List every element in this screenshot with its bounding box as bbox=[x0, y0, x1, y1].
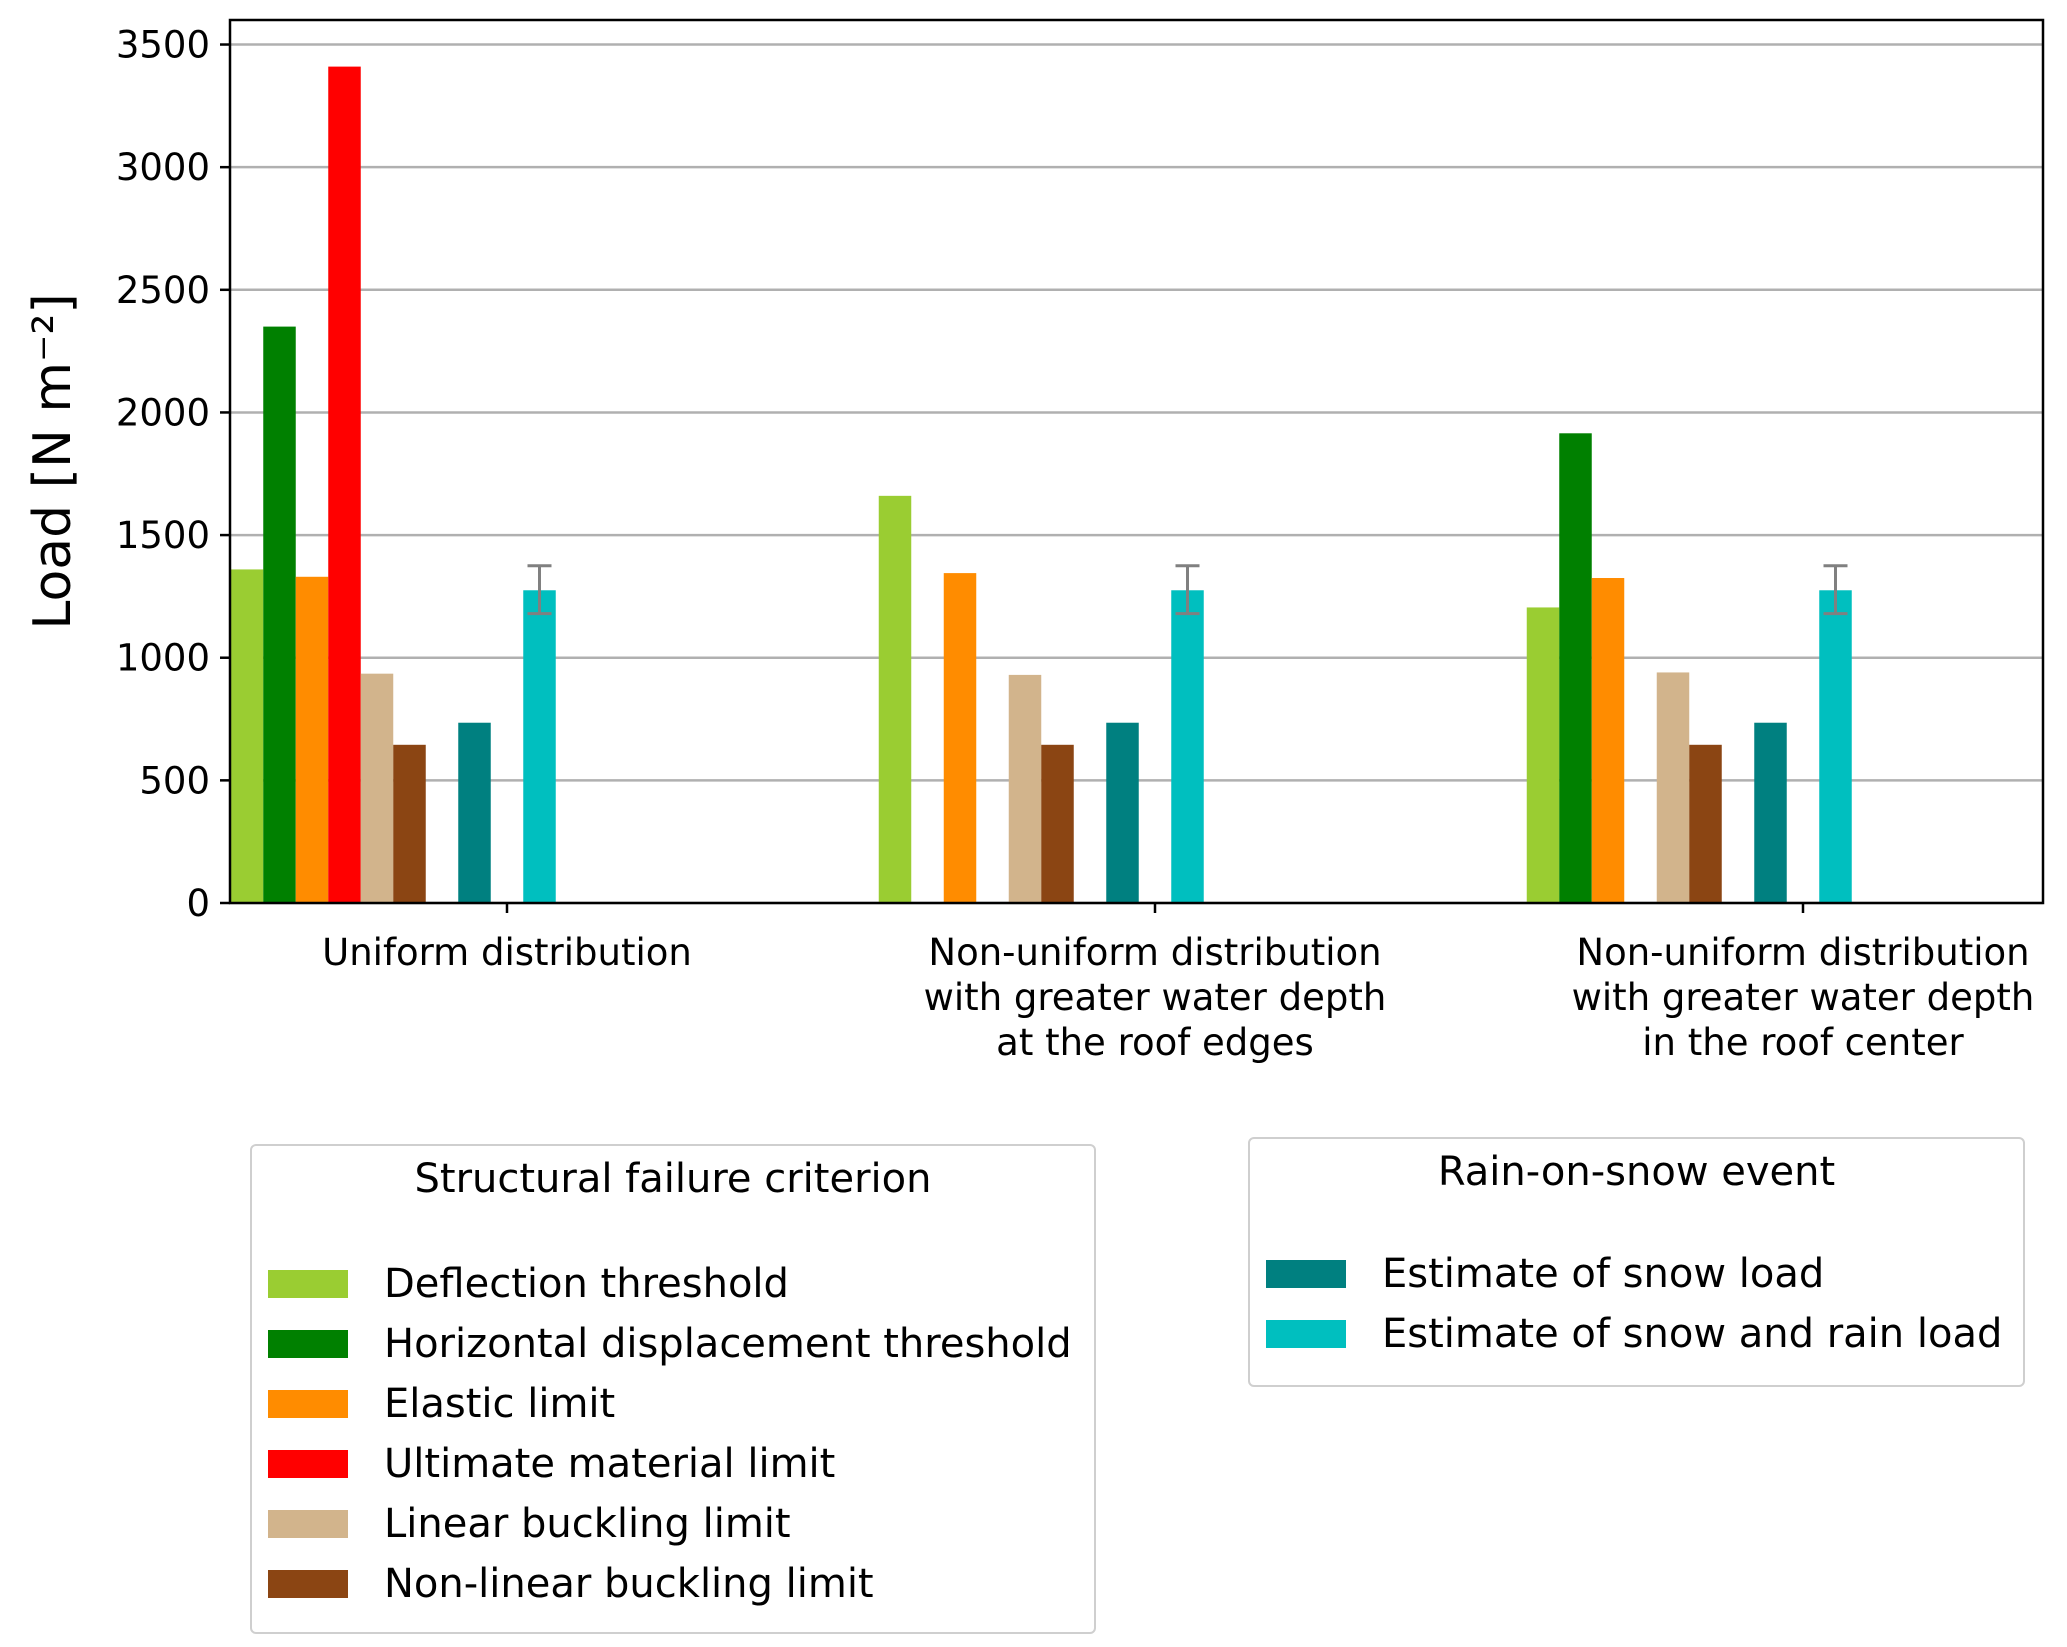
legend-item-nonlinear-buckling: Non-linear buckling limit bbox=[268, 1561, 874, 1607]
plot-frame bbox=[228, 18, 2045, 905]
bar bbox=[1559, 433, 1592, 903]
bar bbox=[360, 673, 394, 903]
x-tick-label-line: Uniform distribution bbox=[322, 931, 692, 974]
x-tick-label-line: in the roof center bbox=[1642, 1021, 1964, 1064]
bar bbox=[1008, 674, 1042, 903]
bar bbox=[943, 573, 977, 903]
y-tick-label: 1500 bbox=[116, 514, 210, 557]
legend-item-linear-buckling: Linear buckling limit bbox=[268, 1501, 791, 1547]
legend-swatch bbox=[1266, 1320, 1346, 1348]
bar bbox=[1106, 722, 1139, 903]
legend-swatch bbox=[268, 1570, 348, 1598]
bar bbox=[230, 569, 264, 903]
bar bbox=[523, 590, 556, 903]
legend-swatch bbox=[268, 1330, 348, 1358]
legend-label: Linear buckling limit bbox=[384, 1501, 791, 1547]
legend-item-deflection: Deflection threshold bbox=[268, 1261, 789, 1307]
legend-swatch bbox=[268, 1390, 348, 1418]
x-tick-label: Non-uniform distribution with greater wat… bbox=[1572, 931, 2035, 1064]
legend-item-elastic-limit: Elastic limit bbox=[268, 1381, 616, 1427]
legend-item-snow-load: Estimate of snow load bbox=[1266, 1251, 1825, 1297]
x-tick-label-line: with greater water depth bbox=[924, 976, 1387, 1019]
legend-label: Estimate of snow load bbox=[1382, 1251, 1825, 1297]
legend-label: Elastic limit bbox=[384, 1381, 616, 1427]
legend-swatch bbox=[268, 1270, 348, 1298]
y-tick-label: 3500 bbox=[116, 24, 210, 67]
bar bbox=[393, 744, 426, 903]
bar bbox=[1754, 722, 1787, 903]
legend-label: Estimate of snow and rain load bbox=[1382, 1311, 2003, 1357]
bar bbox=[458, 722, 491, 903]
legend-structural-failure: Structural failure criterion Deflection … bbox=[250, 1144, 1096, 1634]
bar bbox=[328, 66, 361, 903]
legend-swatch bbox=[268, 1450, 348, 1478]
y-tick-label: 500 bbox=[139, 759, 210, 802]
x-tick-label-line: Non-uniform distribution bbox=[1576, 931, 2029, 974]
bar bbox=[1656, 672, 1690, 903]
legend-swatch bbox=[1266, 1260, 1346, 1288]
y-tick-label: 2000 bbox=[116, 391, 210, 434]
y-tick-label: 0 bbox=[186, 882, 210, 925]
x-tick-label: Uniform distribution bbox=[322, 931, 692, 974]
bar bbox=[1526, 607, 1560, 903]
y-axis-label: Load [N m⁻²] bbox=[23, 293, 83, 629]
legend-label: Non-linear buckling limit bbox=[384, 1561, 874, 1607]
x-tick-label-line: with greater water depth bbox=[1572, 976, 2035, 1019]
y-tick-label: 3000 bbox=[116, 146, 210, 189]
x-tick-label-line: at the roof edges bbox=[996, 1021, 1314, 1064]
bar bbox=[263, 326, 296, 903]
legend-label: Deflection threshold bbox=[384, 1261, 789, 1307]
y-tick-label: 2500 bbox=[116, 269, 210, 312]
x-tick-label: Non-uniform distribution with greater wat… bbox=[924, 931, 1387, 1064]
bar bbox=[1689, 744, 1722, 903]
legend-swatch bbox=[268, 1510, 348, 1538]
legend-title: Rain-on-snow event bbox=[1437, 1149, 1836, 1195]
legend-item-snow-rain-load: Estimate of snow and rain load bbox=[1266, 1311, 2003, 1357]
legend-item-horizontal-displacement: Horizontal displacement threshold bbox=[268, 1321, 1072, 1367]
y-tick-label: 1000 bbox=[116, 637, 210, 680]
legend-rain-on-snow: Rain-on-snow event Estimate of snow load… bbox=[1248, 1137, 2025, 1387]
bar bbox=[1041, 744, 1074, 903]
bar bbox=[295, 576, 329, 903]
bar bbox=[1591, 578, 1625, 903]
bar bbox=[878, 495, 912, 903]
x-tick-label-line: Non-uniform distribution bbox=[928, 931, 1381, 974]
bar bbox=[1171, 590, 1204, 903]
bar bbox=[1819, 590, 1852, 903]
legend-label: Horizontal displacement threshold bbox=[384, 1321, 1072, 1367]
legend-label: Ultimate material limit bbox=[384, 1441, 836, 1487]
legend-title: Structural failure criterion bbox=[414, 1156, 932, 1202]
legend-item-ultimate-material: Ultimate material limit bbox=[268, 1441, 836, 1487]
